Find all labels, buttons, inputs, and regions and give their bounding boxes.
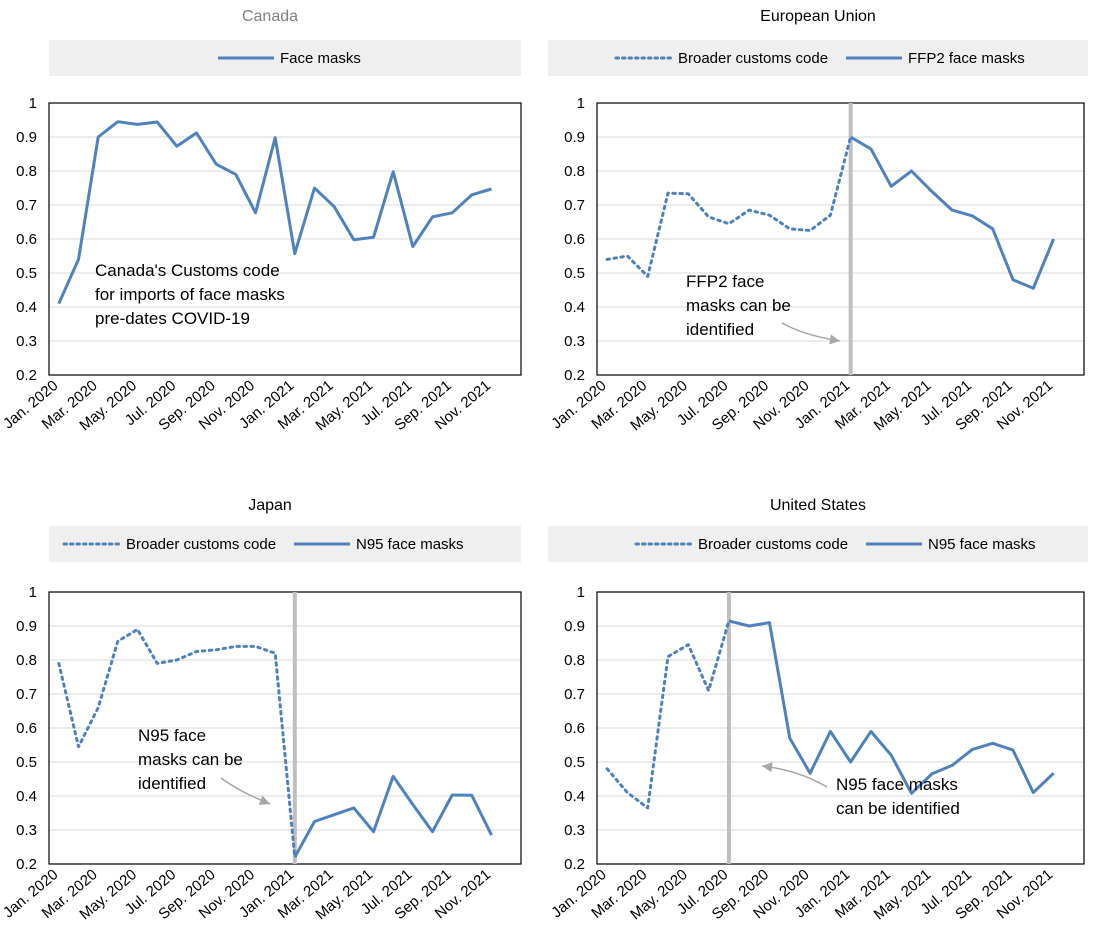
chart-european-union-svg: European Union Broader customs code FFP2 f… [548, 8, 1088, 434]
y-tick-label: 0.2 [16, 367, 37, 384]
y-tick-label: 0.8 [564, 163, 585, 180]
y-tick-label: 0.2 [16, 856, 37, 873]
series-line-face-masks [57, 120, 492, 305]
plot-area [596, 591, 1085, 865]
legend-label-broader-customs-code: Broader customs code [678, 50, 828, 67]
legend-box [49, 40, 521, 76]
y-tick-label: 0.6 [564, 231, 585, 248]
series-line-broader-customs-code [57, 627, 297, 859]
annotation-text: masks can be [686, 296, 791, 315]
y-tick-label: 0.5 [16, 265, 37, 282]
y-tick-label: 0.6 [16, 231, 37, 248]
y-tick-label: 0.3 [564, 333, 585, 350]
y-tick-label: 0.8 [564, 652, 585, 669]
chart-title: Japan [248, 497, 292, 514]
annotation-text: for imports of face masks [95, 285, 285, 304]
y-tick-label: 0.7 [16, 197, 37, 214]
y-tick-label: 0.9 [16, 618, 37, 635]
legend-label-n95-face-masks: N95 face masks [928, 536, 1036, 553]
series-line-ffp2-face-masks [849, 135, 1055, 290]
legend-box [49, 526, 521, 562]
chart-canada-svg: Canada Face masks 0.2 0.3 0.4 0.5 0.6 0.7 0.8 0.9… [0, 8, 522, 434]
y-tick-label: 0.5 [564, 265, 585, 282]
y-tick-label: 1 [29, 584, 37, 601]
series-line-broader-customs-code [605, 619, 731, 810]
annotation-text: can be identified [836, 799, 960, 818]
y-tick-label: 0.2 [564, 367, 585, 384]
y-tick-label: 0.5 [16, 754, 37, 771]
chart-united-states-svg: United States Broader customs code N95 fac… [548, 497, 1088, 923]
y-tick-label: 0.4 [16, 788, 37, 805]
y-tick-label: 0.7 [16, 686, 37, 703]
legend-label-broader-customs-code: Broader customs code [126, 536, 276, 553]
y-tick-label: 0.9 [564, 618, 585, 635]
annotation-text: pre-dates COVID-19 [95, 309, 250, 328]
legend-label-n95-face-masks: N95 face masks [356, 536, 464, 553]
annotation-arrowhead [258, 795, 270, 805]
chart-title: United States [770, 497, 866, 514]
y-tick-label: 0.4 [564, 299, 585, 316]
legend-label-face-masks: Face masks [280, 50, 361, 67]
annotation-text: N95 face [138, 726, 206, 745]
chart-canada: Canada Face masks 0.2 0.3 0.4 0.5 0.6 0.7 0.8 0.9… [0, 0, 540, 460]
y-tick-label: 0.6 [16, 720, 37, 737]
y-tick-label: 0.7 [564, 686, 585, 703]
annotation-text: N95 face masks [836, 775, 958, 794]
legend-label-broader-customs-code: Broader customs code [698, 536, 848, 553]
y-tick-label: 0.6 [564, 720, 585, 737]
y-tick-label: 0.8 [16, 163, 37, 180]
y-tick-label: 0.9 [564, 129, 585, 146]
y-tick-label: 0.4 [564, 788, 585, 805]
chart-title: European Union [760, 8, 876, 25]
y-tick-label: 1 [29, 95, 37, 112]
annotation-text: masks can be [138, 750, 243, 769]
y-tick-label: 0.3 [16, 333, 37, 350]
y-tick-label: 1 [577, 584, 585, 601]
series-line-n95-face-masks [293, 774, 493, 858]
y-tick-label: 0.5 [564, 754, 585, 771]
y-tick-label: 0.4 [16, 299, 37, 316]
annotation-arrowhead [762, 762, 773, 773]
y-tick-label: 0.8 [16, 652, 37, 669]
plot-area [596, 102, 1085, 376]
annotation-text: identified [138, 774, 206, 793]
annotation-text: FFP2 face [686, 272, 764, 291]
chart-title: Canada [242, 8, 298, 25]
annotation-arrow [761, 765, 828, 788]
annotation-text: Canada's Customs code [95, 261, 280, 280]
chart-european-union: European Union Broader customs code FFP2 f… [548, 0, 1088, 460]
y-tick-label: 1 [577, 95, 585, 112]
chart-japan: Japan Broader customs code N95 face masks 0… [0, 492, 540, 937]
y-tick-label: 0.2 [564, 856, 585, 873]
chart-united-states: United States Broader customs code N95 fac… [548, 492, 1088, 937]
y-tick-label: 0.3 [564, 822, 585, 839]
legend-label-ffp2-face-masks: FFP2 face masks [908, 50, 1025, 67]
y-tick-label: 0.3 [16, 822, 37, 839]
series-line-n95-face-masks [728, 619, 1055, 795]
y-tick-label: 0.9 [16, 129, 37, 146]
plot-area [48, 591, 522, 865]
annotation-arrowhead [829, 334, 840, 345]
chart-japan-svg: Japan Broader customs code N95 face masks 0… [0, 497, 522, 923]
series-line-broader-customs-code [605, 135, 853, 278]
y-tick-label: 0.7 [564, 197, 585, 214]
annotation-text: identified [686, 320, 754, 339]
plot-area [48, 102, 522, 376]
